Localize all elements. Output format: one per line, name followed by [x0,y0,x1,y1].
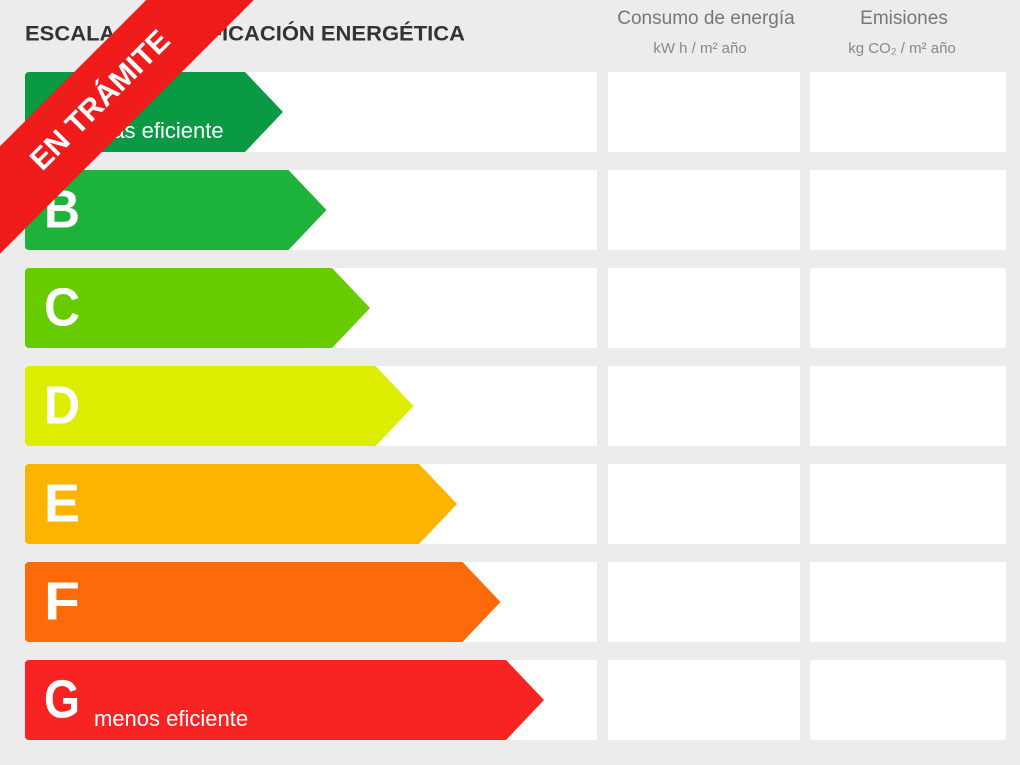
cell [608,464,800,544]
rating-letter: E [44,473,80,533]
cell [810,562,1006,642]
title: ESCALA DE CALIFICACIÓN ENERGÉTICA [25,22,465,46]
cell [810,170,1006,250]
cell [608,562,800,642]
column-title: Emisiones [860,8,948,29]
rating-letter: F [44,571,80,631]
cell [608,366,800,446]
ribbon-band [0,0,269,269]
rating-letter: D [44,375,80,435]
rating-arrow [25,268,370,348]
rating-arrow [25,660,544,740]
rating-arrow [25,562,501,642]
rating-arrow [25,464,457,544]
rating-letter: C [44,277,80,337]
rating-letter: G [44,669,80,729]
cell [608,170,800,250]
rating-arrow [25,366,414,446]
cell [810,268,1006,348]
cell [810,72,1006,152]
cell [608,660,800,740]
rating-arrow [25,170,327,250]
cell [608,72,800,152]
cell [810,366,1006,446]
cell [608,268,800,348]
column-unit: kg CO₂ / m² año [848,40,956,57]
column-unit: kW h / m² año [653,40,746,57]
column-title: Consumo de energía [617,8,795,29]
cell [810,464,1006,544]
rating-note: menos eficiente [94,706,248,731]
cell [810,660,1006,740]
